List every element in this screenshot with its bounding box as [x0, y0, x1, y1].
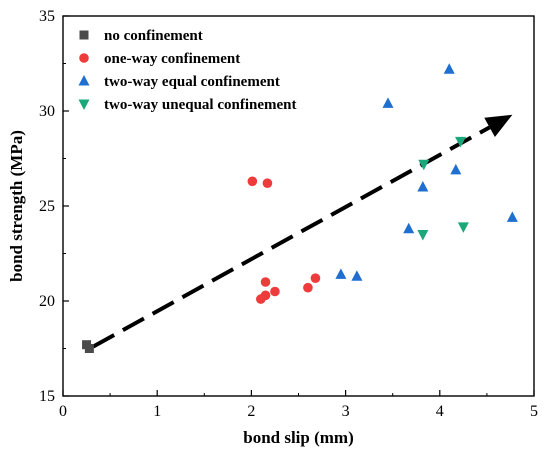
legend-label: two-way equal confinement — [104, 74, 280, 90]
data-point — [260, 277, 271, 287]
trend-arrow-line — [92, 125, 491, 349]
data-point — [455, 136, 467, 148]
legend-marker — [79, 53, 89, 63]
x-tick-label: 2 — [247, 403, 255, 420]
data-point — [310, 273, 321, 284]
data-point — [247, 176, 258, 187]
data-point — [450, 163, 462, 175]
data-point — [417, 230, 429, 241]
x-axis-title: bond slip (mm) — [243, 428, 354, 447]
data-point — [262, 178, 273, 188]
y-tick-label: 15 — [39, 388, 55, 405]
legend-marker — [78, 75, 90, 86]
data-point — [351, 270, 363, 281]
y-axis-title: bond strength (MPa) — [7, 130, 26, 282]
data-point — [256, 294, 266, 304]
trend-arrow-head — [484, 114, 513, 138]
y-tick-label: 30 — [39, 103, 55, 120]
y-tick-label: 25 — [39, 198, 55, 215]
data-point — [84, 344, 94, 353]
y-tick-label: 35 — [39, 8, 55, 25]
series-no-confinement — [82, 340, 94, 353]
legend-label: one-way confinement — [104, 51, 240, 67]
x-tick-label: 1 — [153, 403, 161, 420]
data-point — [417, 181, 429, 192]
data-point — [270, 286, 280, 297]
data-point — [457, 222, 469, 233]
data-point — [443, 63, 455, 74]
legend-label: no confinement — [104, 28, 203, 44]
legend: no confinement one-way confinement two-way… — [78, 28, 297, 113]
x-tick-label: 3 — [342, 403, 350, 420]
data-point — [506, 211, 518, 222]
series-one-way-confinement — [247, 176, 321, 304]
data-point — [382, 97, 394, 108]
series-two-way-unequal-confinement — [417, 136, 469, 241]
x-tick-label: 5 — [530, 403, 538, 420]
legend-marker — [79, 30, 89, 40]
plot-area: 0 1 2 3 4 5 15 20 25 30 35 bond slip (mm) bond stren… — [7, 8, 538, 447]
data-point — [303, 282, 313, 293]
data-point — [418, 159, 430, 171]
data-point — [403, 222, 415, 234]
x-tick-label: 0 — [59, 403, 67, 420]
series-two-way-equal-confinement — [335, 63, 518, 281]
data-point — [335, 268, 347, 279]
legend-label: two-way unequal confinement — [104, 97, 297, 113]
x-tick-label: 4 — [436, 403, 444, 420]
legend-marker — [78, 99, 90, 110]
y-tick-label: 20 — [39, 293, 55, 310]
plot-frame — [62, 15, 535, 397]
